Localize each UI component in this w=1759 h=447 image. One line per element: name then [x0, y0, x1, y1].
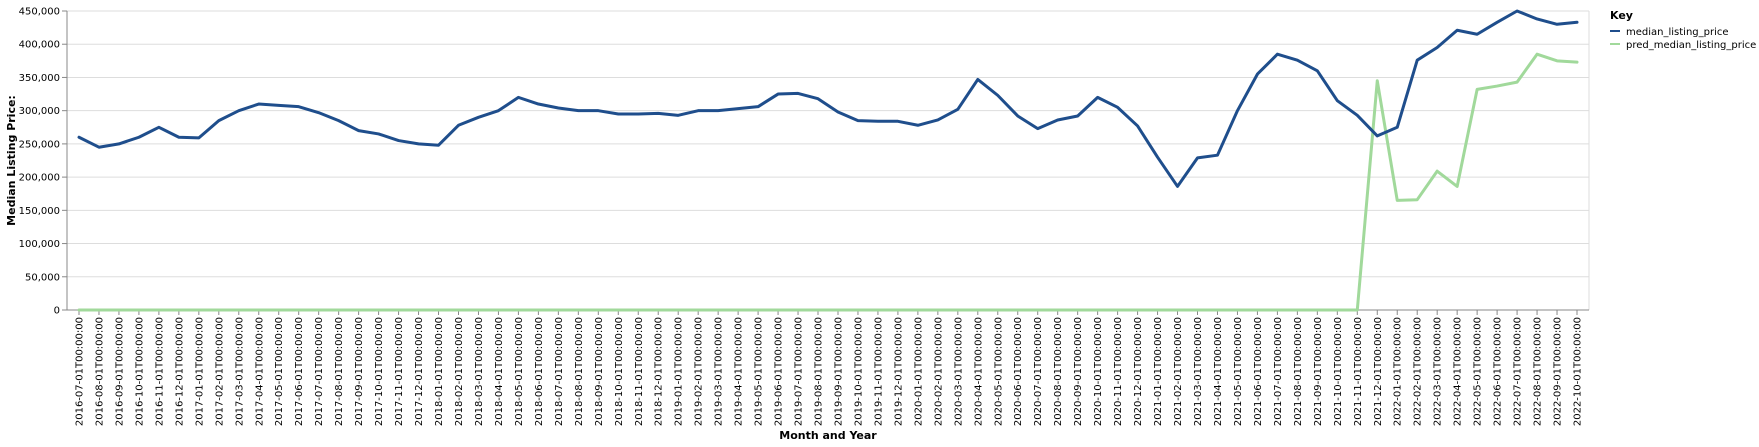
x-tick-label: 2017-02-01T00:00:00: [214, 317, 225, 426]
legend: Key median_listing_price pred_median_list…: [1610, 9, 1756, 51]
x-tick-label: 2021-07-01T00:00:00: [1273, 317, 1284, 426]
y-tick-label: 300,000: [19, 106, 60, 117]
x-tick-label: 2022-08-01T00:00:00: [1533, 317, 1544, 426]
x-tick-label: 2020-05-01T00:00:00: [993, 317, 1004, 426]
x-tick-label: 2016-08-01T00:00:00: [94, 317, 105, 426]
x-axis-title: Month and Year: [779, 429, 877, 442]
x-tick-label: 2022-03-01T00:00:00: [1433, 317, 1444, 426]
x-tick-label: 2017-10-01T00:00:00: [374, 317, 385, 426]
x-tick-label: 2020-03-01T00:00:00: [953, 317, 964, 426]
x-tick-label: 2017-06-01T00:00:00: [294, 317, 305, 426]
x-tick-label: 2022-02-01T00:00:00: [1413, 317, 1424, 426]
series-line-median-listing-price: [77, 9, 1579, 188]
x-tick-label: 2021-01-01T00:00:00: [1153, 317, 1164, 426]
y-tick-label: 50,000: [25, 272, 60, 283]
x-tick-label: 2016-07-01T00:00:00: [75, 317, 86, 426]
x-tick-label: 2022-09-01T00:00:00: [1553, 317, 1564, 426]
x-tick-label: 2017-12-01T00:00:00: [414, 317, 425, 426]
x-tick-label: 2018-02-01T00:00:00: [454, 317, 465, 426]
y-tick-label: 450,000: [19, 7, 60, 18]
gridlines: [67, 10, 1590, 311]
x-tick-label: 2019-03-01T00:00:00: [714, 317, 725, 426]
x-tick-label: 2018-09-01T00:00:00: [594, 317, 605, 426]
x-tick-label: 2017-03-01T00:00:00: [234, 317, 245, 426]
series-lines: [77, 9, 1579, 312]
x-tick-label: 2021-02-01T00:00:00: [1173, 317, 1184, 426]
x-tick-label: 2022-05-01T00:00:00: [1473, 317, 1484, 426]
x-tick-label: 2021-09-01T00:00:00: [1313, 317, 1324, 426]
x-tick-label: 2022-06-01T00:00:00: [1493, 317, 1504, 426]
x-tick-label: 2020-08-01T00:00:00: [1053, 317, 1064, 426]
x-tick-label: 2021-04-01T00:00:00: [1213, 317, 1224, 426]
x-tick-label: 2018-07-01T00:00:00: [554, 317, 565, 426]
x-tick-label: 2020-10-01T00:00:00: [1093, 317, 1104, 426]
y-tick-label: 400,000: [19, 40, 60, 51]
y-tick-label: 250,000: [19, 139, 60, 150]
x-tick-label: 2021-10-01T00:00:00: [1333, 317, 1344, 426]
x-tick-label: 2017-04-01T00:00:00: [254, 317, 265, 426]
x-tick-label: 2019-07-01T00:00:00: [794, 317, 805, 426]
x-tick-label: 2021-03-01T00:00:00: [1193, 317, 1204, 426]
x-tick-label: 2021-05-01T00:00:00: [1233, 317, 1244, 426]
x-tick-label: 2021-08-01T00:00:00: [1293, 317, 1304, 426]
x-tick-label: 2022-01-01T00:00:00: [1393, 317, 1404, 426]
y-tick-label: 200,000: [19, 173, 60, 184]
x-tick-label: 2017-01-01T00:00:00: [194, 317, 205, 426]
legend-entry-label: pred_median_listing_price: [1626, 40, 1756, 51]
x-tick-label: 2022-07-01T00:00:00: [1513, 317, 1524, 426]
x-tick-label: 2018-11-01T00:00:00: [634, 317, 645, 426]
x-tick-label: 2021-06-01T00:00:00: [1253, 317, 1264, 426]
x-tick-label: 2022-10-01T00:00:00: [1573, 317, 1584, 426]
y-tick-label: 0: [54, 306, 60, 317]
x-tick-label: 2021-11-01T00:00:00: [1353, 317, 1364, 426]
x-tick-label: 2018-04-01T00:00:00: [494, 317, 505, 426]
y-tick-label: 150,000: [19, 206, 60, 217]
y-axis-title: Median Listing Price:: [5, 95, 18, 226]
x-tick-label: 2017-07-01T00:00:00: [314, 317, 325, 426]
x-tick-label: 2019-05-01T00:00:00: [754, 317, 765, 426]
x-tick-label: 2017-09-01T00:00:00: [354, 317, 365, 426]
x-tick-label: 2017-05-01T00:00:00: [274, 317, 285, 426]
x-tick-label: 2020-12-01T00:00:00: [1133, 317, 1144, 426]
x-tick-label: 2017-08-01T00:00:00: [334, 317, 345, 426]
x-tick-label: 2022-04-01T00:00:00: [1453, 317, 1464, 426]
x-tick-label: 2019-08-01T00:00:00: [814, 317, 825, 426]
x-axis: 2016-07-01T00:00:00 2016-08-01T00:00:00 20…: [67, 309, 1589, 426]
x-tick-label: 2016-12-01T00:00:00: [174, 317, 185, 426]
x-tick-label: 2018-12-01T00:00:00: [654, 317, 665, 426]
x-tick-label: 2018-10-01T00:00:00: [614, 317, 625, 426]
x-tick-label: 2018-03-01T00:00:00: [474, 317, 485, 426]
x-tick-label: 2016-11-01T00:00:00: [154, 317, 165, 426]
y-tick-label: 350,000: [19, 73, 60, 84]
x-tick-label: 2019-04-01T00:00:00: [734, 317, 745, 426]
x-tick-label: 2020-07-01T00:00:00: [1033, 317, 1044, 426]
x-tick-label: 2018-01-01T00:00:00: [434, 317, 445, 426]
x-tick-label: 2020-06-01T00:00:00: [1013, 317, 1024, 426]
x-tick-label: 2019-12-01T00:00:00: [893, 317, 904, 426]
x-tick-label: 2020-09-01T00:00:00: [1073, 317, 1084, 426]
legend-title: Key: [1610, 9, 1633, 22]
x-tick-label: 2017-11-01T00:00:00: [394, 317, 405, 426]
x-tick-label: 2018-08-01T00:00:00: [574, 317, 585, 426]
x-tick-label: 2020-02-01T00:00:00: [933, 317, 944, 426]
x-tick-label: 2020-04-01T00:00:00: [973, 317, 984, 426]
x-tick-label: 2016-10-01T00:00:00: [134, 317, 145, 426]
x-tick-label: 2019-10-01T00:00:00: [853, 317, 864, 426]
legend-entry-label: median_listing_price: [1626, 27, 1729, 38]
x-tick-label: 2021-12-01T00:00:00: [1373, 317, 1384, 426]
x-tick-label: 2016-09-01T00:00:00: [114, 317, 125, 426]
x-tick-label: 2018-05-01T00:00:00: [514, 317, 525, 426]
x-tick-label: 2019-11-01T00:00:00: [873, 317, 884, 426]
series-line-pred-median-listing-price: [77, 52, 1579, 312]
x-tick-label: 2019-09-01T00:00:00: [833, 317, 844, 426]
x-tick-label: 2019-06-01T00:00:00: [774, 317, 785, 426]
x-tick-label: 2020-01-01T00:00:00: [913, 317, 924, 426]
y-axis: 0 50,000 100,000 150,000 200,000 250,000 300,0…: [19, 7, 68, 317]
x-tick-label: 2018-06-01T00:00:00: [534, 317, 545, 426]
x-tick-label: 2019-01-01T00:00:00: [674, 317, 685, 426]
x-tick-label: 2020-11-01T00:00:00: [1113, 317, 1124, 426]
y-tick-label: 100,000: [19, 239, 60, 250]
x-tick-label: 2019-02-01T00:00:00: [694, 317, 705, 426]
